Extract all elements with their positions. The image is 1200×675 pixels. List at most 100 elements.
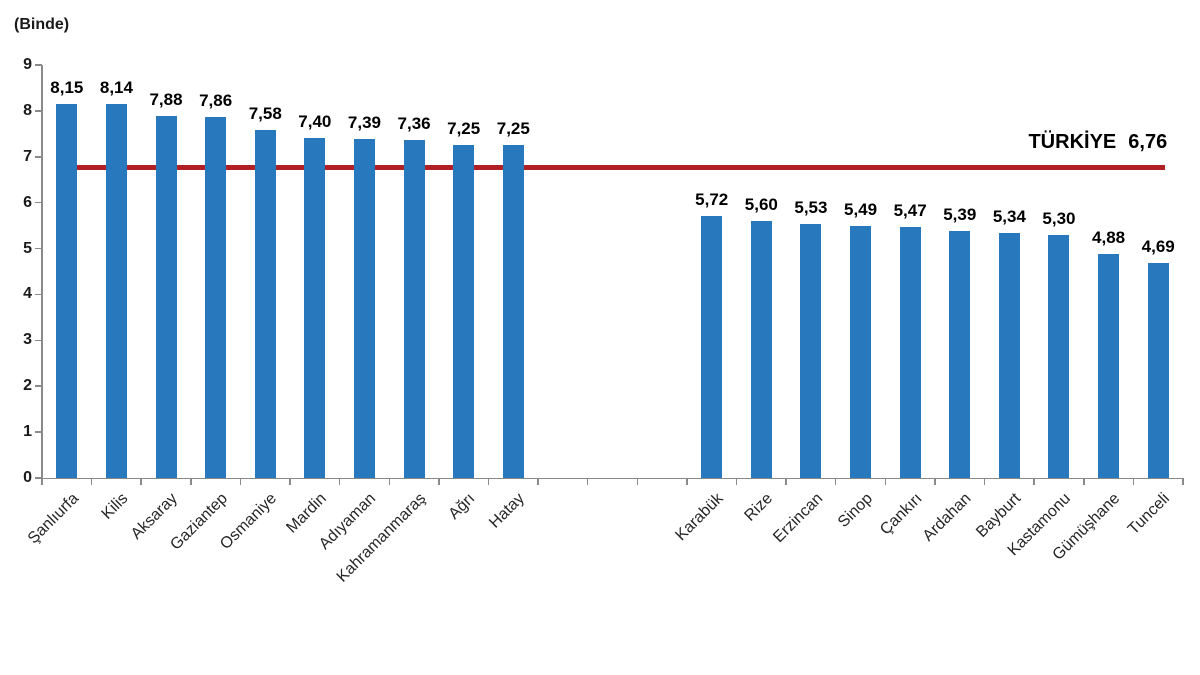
bar xyxy=(502,145,524,478)
bar xyxy=(304,138,326,478)
x-axis-tick xyxy=(983,478,986,485)
y-axis-tick-label: 7 xyxy=(23,147,32,165)
bar-value-label: 5,39 xyxy=(943,204,977,224)
bar xyxy=(1048,234,1070,478)
x-axis-tick xyxy=(586,478,589,485)
x-axis-category-label: Kahramanmaraş xyxy=(333,490,430,586)
bar xyxy=(403,140,425,478)
reference-line-label: TÜRKİYE 6,76 xyxy=(1028,131,1167,154)
x-axis-category-label: Ardahan xyxy=(919,490,975,545)
x-axis-tick xyxy=(338,478,341,485)
bar xyxy=(353,138,375,478)
bar xyxy=(1098,254,1120,478)
bar-value-label: 5,53 xyxy=(794,198,828,218)
bar xyxy=(998,232,1020,478)
y-axis-tick xyxy=(35,293,42,296)
bar-value-label: 7,36 xyxy=(397,114,431,134)
x-axis-tick xyxy=(735,478,738,485)
x-axis-category-label: Çankırı xyxy=(876,490,926,539)
y-axis-tick-label: 9 xyxy=(23,56,32,73)
x-axis-tick xyxy=(1033,478,1035,485)
bar-value-label: 7,25 xyxy=(447,119,481,139)
y-axis-line xyxy=(41,65,43,479)
bar xyxy=(800,224,822,478)
bar-value-label: 7,40 xyxy=(298,112,332,132)
x-axis-tick xyxy=(438,478,440,485)
x-axis-tick xyxy=(1083,478,1085,485)
y-axis-tick xyxy=(35,339,42,342)
y-axis-tick-label: 5 xyxy=(23,239,32,257)
bar xyxy=(205,117,227,478)
bar xyxy=(701,215,723,478)
y-axis-tick-label: 4 xyxy=(23,285,32,303)
x-axis-tick xyxy=(884,478,887,485)
bar-value-label: 5,60 xyxy=(744,195,778,215)
x-axis-tick xyxy=(785,478,787,485)
y-axis-tick xyxy=(35,431,42,433)
bar-value-label: 7,58 xyxy=(248,104,282,124)
plot-area: TÜRKİYE 6,76 0 1 2 3 4 5 6 7 8 9 8,15 Şanlıurfa 8,14 K… xyxy=(23,56,1184,586)
bar-value-label: 5,47 xyxy=(893,200,927,220)
bar-value-label: 7,39 xyxy=(347,112,381,132)
x-axis-category-label: Şanlıurfa xyxy=(24,490,82,548)
bar-value-label: 7,25 xyxy=(496,119,530,139)
y-axis-tick-label: 6 xyxy=(23,193,32,211)
x-axis-category-label: Rize xyxy=(741,490,777,525)
x-axis-category-label: Karabük xyxy=(672,490,727,545)
reference-line-value: 6,76 xyxy=(1128,130,1168,153)
x-axis-tick xyxy=(834,478,837,485)
unit-label: (Binde) xyxy=(14,16,70,33)
x-axis-tick xyxy=(537,478,539,485)
x-axis-category-label: Erzincan xyxy=(769,490,826,547)
y-axis-tick xyxy=(35,477,42,479)
bar-value-label: 5,72 xyxy=(695,189,729,209)
x-axis-category-label: Sinop xyxy=(834,490,876,531)
y-axis-tick-label: 3 xyxy=(23,331,32,349)
bar xyxy=(899,226,921,478)
y-axis-tick xyxy=(35,247,42,250)
bar-value-label: 8,15 xyxy=(50,78,84,97)
x-axis-line xyxy=(41,477,1184,479)
bar xyxy=(949,230,971,478)
bar xyxy=(105,104,127,478)
x-axis-tick xyxy=(636,478,639,485)
reference-line-name: TÜRKİYE xyxy=(1028,130,1117,153)
y-axis-tick xyxy=(35,156,42,158)
bar xyxy=(254,130,276,478)
bar xyxy=(453,145,475,478)
bar-value-label: 7,86 xyxy=(199,91,233,111)
y-axis-tick-label: 0 xyxy=(23,469,32,486)
y-axis-tick-label: 1 xyxy=(23,423,32,441)
x-axis-tick xyxy=(289,478,291,485)
x-axis-category-label: Ağrı xyxy=(445,490,479,523)
y-axis-tick-label: 2 xyxy=(23,377,32,395)
bar-value-label: 7,88 xyxy=(149,90,183,110)
bar xyxy=(1147,262,1169,478)
y-axis-tick-label: 8 xyxy=(23,101,32,119)
x-axis-tick xyxy=(1182,478,1184,485)
x-axis-category-label: Mardin xyxy=(283,490,330,537)
x-axis-tick xyxy=(239,478,242,485)
bar-value-label: 4,88 xyxy=(1092,228,1126,248)
bar xyxy=(750,221,772,478)
x-axis-category-label: Hatay xyxy=(486,490,529,532)
y-axis-tick xyxy=(35,385,42,387)
bar xyxy=(155,116,177,478)
x-axis-tick xyxy=(388,478,390,485)
bar-value-label: 5,34 xyxy=(992,206,1026,226)
bar-value-label: 5,49 xyxy=(843,200,878,220)
x-axis-tick xyxy=(934,478,936,485)
x-axis-tick xyxy=(1132,478,1135,485)
bar-value-label: 8,14 xyxy=(99,78,133,98)
bar-value-label: 4,69 xyxy=(1141,236,1175,256)
y-axis-tick xyxy=(35,64,42,66)
y-axis-tick xyxy=(35,201,42,204)
x-axis-category-label: Tunceli xyxy=(1125,490,1174,539)
x-axis-tick xyxy=(686,478,688,485)
x-axis-tick xyxy=(41,478,43,485)
y-axis-tick xyxy=(35,110,42,112)
bar xyxy=(850,226,872,478)
bar xyxy=(56,104,78,478)
bar-value-label: 5,30 xyxy=(1042,208,1076,228)
